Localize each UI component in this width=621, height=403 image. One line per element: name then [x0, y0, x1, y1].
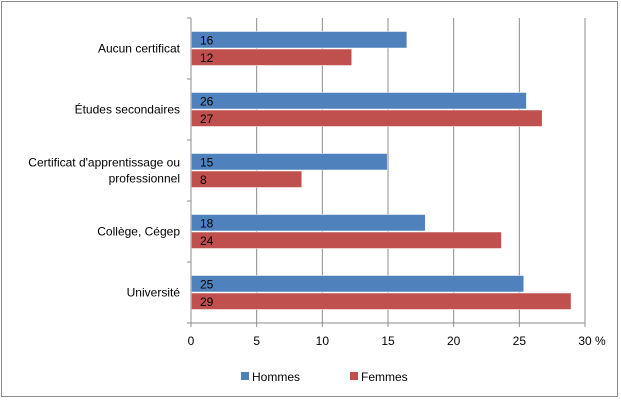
- data-label: 26: [200, 94, 214, 108]
- legend-label: Femmes: [361, 370, 408, 384]
- bar-hommes: [191, 275, 525, 293]
- data-label: 24: [200, 234, 214, 248]
- axes: 0 5 10 15 20 25 30 % Aucun certificat Études seco…: [28, 17, 606, 348]
- category-label-line: Collège, Cégep: [97, 225, 180, 239]
- bar-femmes: [191, 109, 543, 127]
- category-label-line: Aucun certificat: [98, 42, 181, 56]
- data-label: 27: [200, 112, 214, 126]
- data-label: 12: [200, 51, 214, 65]
- x-tick-label: 25: [513, 334, 527, 348]
- legend-swatch-femmes: [350, 372, 358, 380]
- bar-hommes: [191, 214, 426, 232]
- category-label-line: Études secondaires: [75, 102, 180, 117]
- category-label: Études secondaires: [75, 102, 180, 117]
- bar-hommes: [191, 92, 527, 110]
- x-tick-label: 10: [316, 334, 330, 348]
- category-label: Aucun certificat: [98, 42, 181, 56]
- x-tick-label: 5: [253, 334, 260, 348]
- data-label: 18: [200, 216, 214, 230]
- x-axis-unit: %: [595, 334, 606, 348]
- bar-femmes: [191, 231, 502, 249]
- data-label: 16: [200, 33, 214, 47]
- grid-lines: [256, 18, 586, 323]
- bar-femmes: [191, 170, 303, 188]
- legend-label: Hommes: [252, 370, 300, 384]
- bar-hommes: [191, 153, 388, 171]
- bar-chart: 16 12 26 27 15 8 18 24 25 29 0 5 10 15 20 25 30 % Aucun c…: [28, 17, 606, 384]
- category-label: Université: [127, 286, 181, 300]
- data-label: 29: [200, 295, 214, 309]
- bar-hommes: [191, 31, 408, 49]
- data-label: 8: [200, 173, 207, 187]
- legend-swatch-hommes: [241, 372, 249, 380]
- x-tick-label: 0: [188, 334, 195, 348]
- x-tick-label: 20: [447, 334, 461, 348]
- category-label: Collège, Cégep: [97, 225, 180, 239]
- legend: Hommes Femmes: [241, 370, 408, 384]
- bar-femmes: [191, 292, 572, 310]
- bars: 16 12 26 27 15 8 18 24 25 29: [191, 31, 572, 310]
- x-tick-label: 15: [381, 334, 395, 348]
- bar-femmes: [191, 48, 352, 66]
- category-label-line: Certificat d'apprentissage ou: [28, 156, 180, 170]
- x-tick-label: 30: [578, 334, 592, 348]
- data-label: 25: [200, 277, 214, 291]
- chart-frame: 16 12 26 27 15 8 18 24 25 29 0 5 10 15 20 25 30% Aucun c…: [1, 1, 618, 397]
- category-label-line: Université: [127, 286, 181, 300]
- category-label-line: professionnel: [109, 172, 180, 186]
- category-label: Certificat d'apprentissage ou professionn…: [28, 156, 180, 186]
- data-label: 15: [200, 155, 214, 169]
